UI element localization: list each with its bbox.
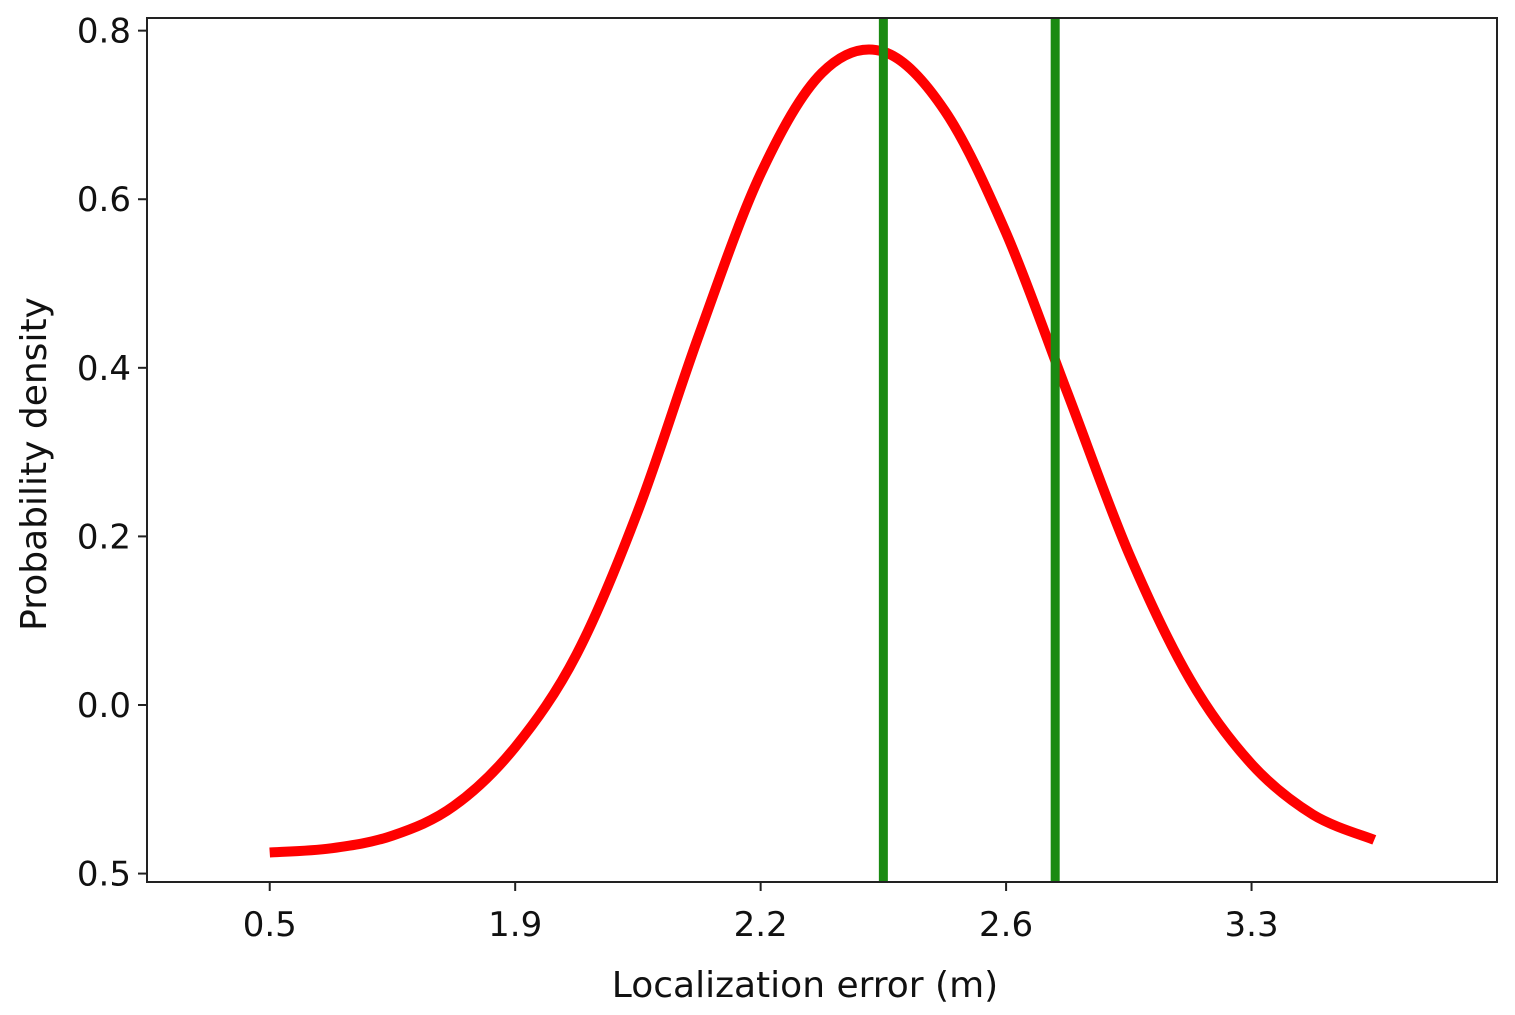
- x-axis-title: Localization error (m): [612, 965, 998, 1006]
- plot-frame: [146, 17, 1498, 883]
- x-tick-label: 2.6: [979, 905, 1033, 945]
- x-tick-label: 1.9: [488, 905, 542, 945]
- y-tick-label: 0.4: [77, 349, 131, 389]
- y-tick-label: 0.8: [77, 12, 131, 52]
- y-axis-title: Probability density: [14, 297, 55, 631]
- x-tick-label: 2.2: [734, 905, 788, 945]
- y-tick-label: 0.0: [77, 686, 131, 726]
- series-line-0: [269, 44, 1377, 858]
- y-tick-label: 0.6: [77, 180, 131, 220]
- plot-layer: [269, 18, 1377, 882]
- x-tick-label: 0.5: [243, 905, 297, 945]
- y-tick-label: 0.2: [77, 517, 131, 557]
- x-axis: 0.5 1.9 2.2 2.6 3.3: [243, 882, 1279, 945]
- y-axis: 0.5 0.0 0.2 0.4 0.6 0.8: [77, 12, 147, 895]
- x-tick-label: 3.3: [1225, 905, 1279, 945]
- y-tick-label: 0.5: [77, 855, 131, 895]
